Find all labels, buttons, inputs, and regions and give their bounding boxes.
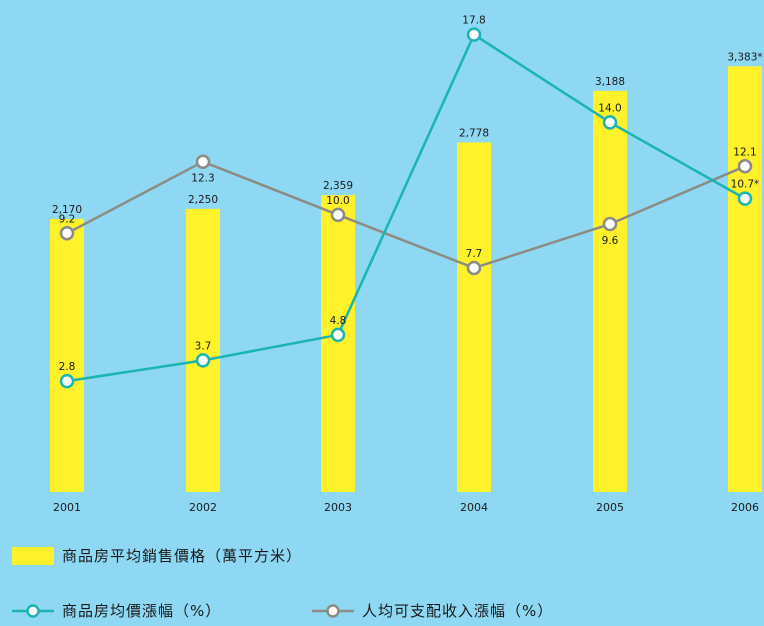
legend-item-bar: 商品房平均銷售價格（萬平方米） [12,545,302,566]
legend-marker-gray-icon [312,603,354,618]
x-tick-label: 2005 [596,501,624,514]
series-0-point [737,191,753,206]
bar-value-label: 3,383* [727,51,762,63]
series-1-point [59,226,75,241]
x-tick-label: 2003 [324,501,352,514]
series-0-point [466,27,482,42]
x-tick-label: 2001 [53,501,81,514]
bar-2006 [728,66,762,492]
series-1-point [737,159,753,174]
series-1-data-label: 12.1 [733,146,756,158]
series-0-data-label: 2.8 [59,361,76,373]
bar-2005 [593,90,627,493]
series-0-point [59,373,75,389]
legend-label-gray-line: 人均可支配收入漲幅（%） [362,602,554,620]
legend-item-teal-line: 商品房均價漲幅（%） [12,600,221,621]
series-1-data-label: 12.3 [191,173,214,185]
series-0-point [602,115,618,130]
series-0-point [330,327,346,343]
series-1-point [466,260,482,276]
legend-label-teal-line: 商品房均價漲幅（%） [62,602,222,620]
series-0-data-label: 10.7* [731,179,760,191]
series-0-data-label: 4.8 [330,315,347,327]
legend-item-gray-line: 人均可支配收入漲幅（%） [312,600,553,621]
legend-marker-teal-icon [12,603,54,618]
series-0-data-label: 17.8 [462,15,485,27]
series-line-1 [66,160,746,270]
series-0-data-label: 14.0 [598,102,621,114]
bar-2003 [321,195,355,492]
bar-value-label: 3,188 [595,76,625,88]
bar-value-label: 2,359 [323,180,353,192]
bar-value-label: 2,170 [52,204,82,216]
series-1-data-label: 10.0 [326,195,349,207]
series-0-point [195,353,211,368]
legend-label-bar: 商品房平均銷售價格（萬平方米） [62,547,303,565]
legend-swatch-bar [12,546,54,565]
series-1-data-label: 9.2 [59,213,76,225]
x-tick-label: 2004 [460,501,488,514]
series-1-point [195,154,211,169]
series-line-0 [66,32,746,383]
bar-value-label: 2,250 [188,194,218,206]
x-tick-label: 2002 [189,501,217,514]
x-tick-label: 2006 [731,501,759,514]
bar-2002 [186,208,220,492]
bar-2001 [50,218,84,493]
bar-2004 [457,142,491,492]
series-0-data-label: 3.7 [195,340,212,352]
series-1-data-label: 9.6 [602,235,619,247]
series-1-point [330,207,346,223]
series-1-point [602,216,618,232]
series-1-data-label: 7.7 [466,248,483,260]
bar-value-label: 2,778 [459,127,489,139]
